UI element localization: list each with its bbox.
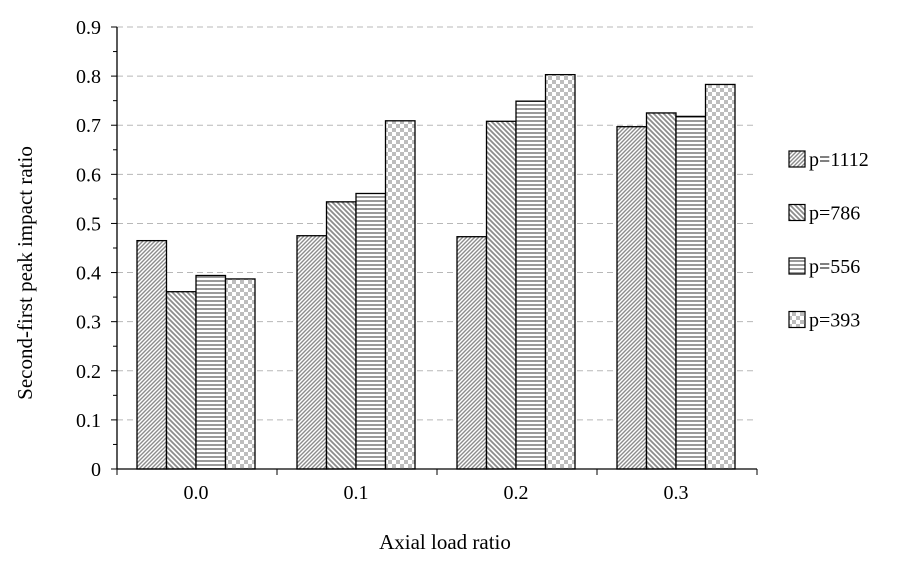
y-tick-label: 0 [91,459,101,481]
y-tick-label: 0.4 [76,263,101,285]
legend: p=1112 p=786 p=556 p=393 [788,149,869,332]
legend-label: p=1112 [809,149,869,171]
y-tick-label: 0.8 [76,66,101,88]
bar [355,192,387,470]
bar [384,120,416,470]
legend-swatch [788,310,806,329]
bar [296,235,328,470]
y-axis-title: Second-first peak impact ratio [13,146,37,400]
legend-swatch [788,257,806,275]
legend-label: p=556 [809,256,860,278]
y-tick-label: 0.3 [76,312,101,334]
y-tick-label: 0.9 [76,17,101,39]
legend-swatch [788,150,806,168]
legend-swatch [788,203,806,222]
x-tick-label: 0.3 [664,482,689,504]
y-tick-label: 0.2 [76,361,101,383]
bar [195,274,227,470]
bar [224,278,256,470]
bar [704,83,736,470]
bar [165,291,197,470]
bar [645,112,677,470]
bar [456,236,488,470]
y-tick-label: 0.7 [76,115,101,137]
y-tick-label: 0.5 [76,213,101,235]
y-tick-label: 0.6 [76,164,101,186]
axes [111,26,758,475]
bar [675,115,707,470]
x-tick-label: 0.0 [184,482,209,504]
bar [616,126,648,470]
x-tick-label: 0.2 [504,482,529,504]
legend-label: p=786 [809,203,860,225]
bar [544,73,576,470]
x-axis-title: Axial load ratio [379,530,511,554]
bar [515,100,547,470]
bars [136,73,736,470]
legend-label: p=393 [809,310,860,332]
x-tick-label: 0.1 [344,482,369,504]
y-tick-label: 0.1 [76,410,101,432]
bar [485,120,517,470]
y-tick-labels: 0 0.1 0.2 0.3 0.4 0.5 0.6 0.7 0.8 0.9 [76,17,101,481]
bar [325,201,357,470]
bar [136,239,168,470]
x-tick-labels: 0.0 0.1 0.2 0.3 [184,482,689,504]
